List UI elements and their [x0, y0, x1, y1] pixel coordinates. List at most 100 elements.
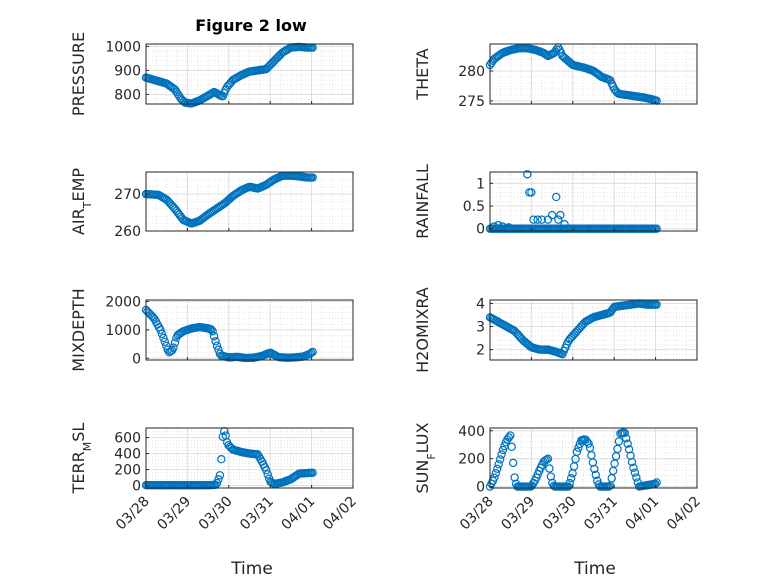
x-tick-label: 03/31	[581, 494, 621, 534]
data-point	[554, 215, 563, 224]
data-point	[493, 464, 502, 474]
data-point	[552, 192, 561, 202]
y-axis-label: SUNFLUX	[413, 422, 438, 493]
y-tick-label: 1000	[105, 39, 141, 55]
plot-area	[146, 172, 353, 231]
y-axis-label: THETA	[413, 48, 432, 100]
plot-area	[490, 172, 697, 231]
data-point	[264, 61, 274, 71]
data-point	[627, 457, 637, 467]
data-point	[623, 439, 632, 448]
y-tick-label: 0	[132, 351, 141, 367]
data-point	[624, 445, 634, 454]
data-point	[173, 89, 183, 99]
data-point	[504, 433, 514, 442]
data-point	[497, 450, 506, 459]
y-tick-label: 280	[458, 64, 485, 80]
y-tick-label: 0	[132, 479, 141, 495]
y-tick-label: 0	[476, 480, 485, 496]
x-tick-label: 03/28	[113, 494, 153, 534]
data-point	[269, 57, 278, 66]
data-point	[527, 188, 536, 197]
data-point	[262, 466, 271, 475]
y-tick-label: 260	[114, 224, 141, 240]
subplot-0: 800 900 1000 PRESSURE	[69, 32, 354, 116]
data-point	[510, 473, 519, 482]
data-point	[495, 455, 505, 464]
data-point	[523, 170, 532, 179]
data-point	[267, 58, 277, 68]
axes-box	[489, 171, 698, 232]
y-tick-label: 200	[458, 452, 485, 468]
data-point	[652, 478, 661, 487]
y-tick-label: 0.5	[463, 199, 485, 215]
data-point	[614, 437, 624, 446]
data-point	[308, 468, 317, 477]
data-point	[489, 222, 499, 231]
data-point	[263, 63, 272, 72]
data-point	[209, 332, 219, 341]
data-point	[584, 439, 593, 448]
axes-box	[145, 43, 354, 105]
data-point	[308, 347, 317, 357]
data-point	[630, 468, 640, 477]
x-tick-label: 03/30	[540, 494, 580, 534]
y-tick-label: 800	[114, 87, 141, 103]
data-point	[149, 313, 158, 322]
data-point	[490, 473, 499, 482]
data-point	[272, 54, 281, 63]
data-point	[157, 329, 167, 339]
data-point	[506, 431, 515, 440]
data-point	[262, 64, 271, 74]
data-point	[169, 343, 178, 352]
data-point	[545, 464, 554, 473]
data-point	[537, 215, 546, 224]
data-point	[566, 474, 576, 483]
y-axis-label: PRESSURE	[69, 32, 88, 116]
data-point	[652, 224, 661, 233]
x-tick-label: 03/28	[457, 494, 497, 534]
data-point	[604, 482, 614, 491]
axes-box	[145, 171, 354, 232]
y-tick-label: 4	[476, 296, 485, 312]
y-tick-label: 900	[114, 63, 141, 79]
data-point	[591, 470, 600, 480]
data-point	[629, 463, 638, 472]
data-point	[494, 460, 503, 469]
subplot-4: 0 1000 2000 MIXDEPTH	[69, 288, 354, 372]
y-axis-label: RAINFALL	[413, 164, 432, 239]
data-point	[212, 478, 222, 488]
y-tick-label: 400	[458, 424, 485, 440]
x-tick-label: 03/30	[196, 494, 236, 534]
data-point	[652, 300, 661, 309]
data-point	[217, 455, 226, 464]
subplot-5: 2 3 4 H2OMIXRA	[413, 287, 698, 373]
data-point	[491, 469, 500, 478]
data-point	[533, 215, 542, 224]
subplot-3: 0 0.5 1 RAINFALL	[413, 164, 698, 239]
axes-box	[489, 299, 698, 361]
data-point	[508, 458, 518, 468]
data-point	[529, 215, 538, 224]
x-tick-label: 04/02	[320, 494, 360, 534]
data-point	[626, 451, 635, 460]
figure-title: Figure 2 low	[195, 16, 307, 35]
data-point	[208, 327, 217, 336]
x-tick-label: 03/29	[154, 494, 194, 534]
x-tick-label: 03/31	[237, 494, 277, 534]
data-point	[565, 478, 574, 488]
y-axis-label: TERRMSL	[69, 423, 94, 495]
data-point	[273, 53, 283, 62]
y-tick-label: 400	[114, 447, 141, 463]
y-tick-label: 270	[114, 187, 141, 203]
axes-box	[145, 427, 354, 489]
data-point	[206, 325, 216, 334]
y-axis-label: AIRTEMP	[69, 168, 94, 235]
data-point	[547, 210, 557, 220]
subplot-2: 260 270 AIRTEMP	[69, 168, 354, 240]
data-point	[632, 473, 641, 482]
data-point	[170, 338, 180, 347]
data-point	[543, 215, 553, 224]
